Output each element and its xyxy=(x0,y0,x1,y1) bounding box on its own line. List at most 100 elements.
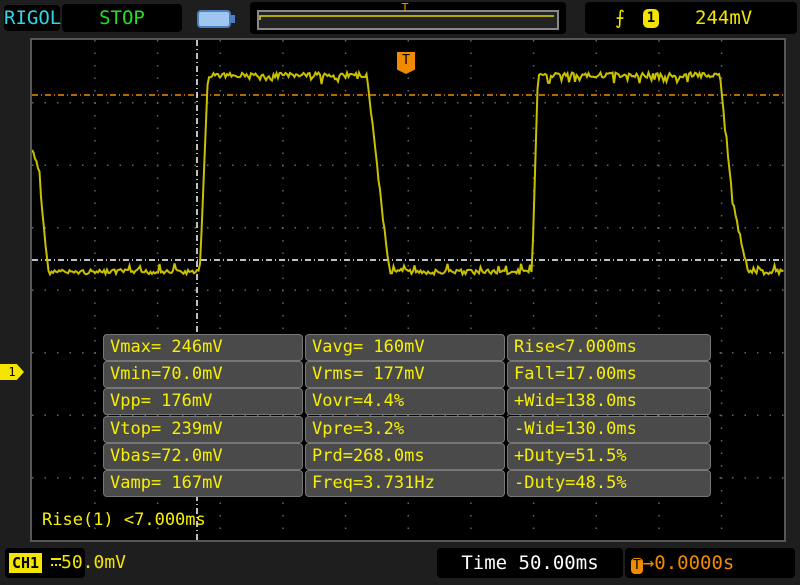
grid-dot xyxy=(344,152,347,154)
grid-dot xyxy=(457,164,459,166)
grid-dot xyxy=(519,164,521,166)
grid-dot xyxy=(407,315,409,317)
grid-dot xyxy=(658,240,660,242)
grid-dot xyxy=(519,289,521,291)
grid-dot xyxy=(720,265,723,267)
grid-dot xyxy=(319,289,321,291)
grid-dot xyxy=(82,164,84,166)
grid-dot xyxy=(720,165,723,167)
grid-dot xyxy=(219,227,221,229)
grid-dot xyxy=(595,140,597,142)
grid-dot xyxy=(719,477,721,479)
grid-dot xyxy=(156,315,159,317)
grid-dot xyxy=(720,227,723,229)
grid-dot xyxy=(57,352,59,354)
grid-dot xyxy=(595,90,597,92)
grid-dot xyxy=(532,414,534,416)
grid-dot xyxy=(469,164,471,166)
grid-dot xyxy=(658,502,660,504)
grid-dot xyxy=(595,327,597,329)
grid-dot xyxy=(219,164,221,166)
grid-dot xyxy=(707,102,709,104)
grid-dot xyxy=(682,414,684,416)
grid-dot xyxy=(82,227,84,229)
grid-dot xyxy=(94,40,96,42)
run-status[interactable]: STOP xyxy=(62,4,182,32)
trigger-position-marker[interactable]: T xyxy=(397,52,415,74)
grid-dot xyxy=(307,102,309,104)
timebase[interactable]: Time 50.00ms xyxy=(437,548,623,578)
grid-dot xyxy=(644,289,646,291)
grid-dot xyxy=(658,515,660,517)
grid-dot xyxy=(282,502,284,504)
grid-dot xyxy=(94,352,96,354)
grid-dot xyxy=(107,414,109,416)
grid-dot xyxy=(156,90,159,92)
grid-dot xyxy=(94,427,96,429)
measurement-value: +Wid=138.0ms xyxy=(507,388,711,416)
grid-dot xyxy=(219,265,221,267)
grid-dot xyxy=(720,140,723,142)
measurement-value: Vpp= 176mV xyxy=(103,388,303,416)
grid-dot xyxy=(594,227,596,229)
grid-dot xyxy=(94,102,96,104)
grid-dot xyxy=(707,414,709,416)
grid-dot xyxy=(407,127,409,129)
grid-dot xyxy=(757,352,759,354)
grid-dot xyxy=(69,289,71,291)
grid-dot xyxy=(469,289,471,291)
grid-dot xyxy=(644,414,646,416)
grid-dot xyxy=(720,440,723,442)
trigger-offset[interactable]: T →0.0000s xyxy=(625,548,795,578)
grid-dot xyxy=(595,240,597,242)
measurement-value: -Duty=48.5% xyxy=(507,469,711,497)
grid-dot xyxy=(507,102,509,104)
grid-dot xyxy=(282,115,284,117)
grid-dot xyxy=(369,227,371,229)
grid-dot xyxy=(407,90,409,92)
grid-dot xyxy=(232,102,234,104)
grid-dot xyxy=(607,102,609,104)
grid-dot xyxy=(282,265,284,267)
trigger-settings[interactable]: ⨍ 1 244mV xyxy=(585,2,797,34)
grid-dot xyxy=(694,102,696,104)
grid-dot xyxy=(332,164,334,166)
grid-dot xyxy=(94,190,96,192)
grid-dot xyxy=(307,289,309,291)
grid-dot xyxy=(219,140,221,142)
grid-dot xyxy=(344,65,347,67)
grid-dot xyxy=(720,102,723,104)
grid-dot xyxy=(282,414,284,416)
grid-dot xyxy=(282,177,284,179)
channel1-marker[interactable]: 1 xyxy=(0,364,24,380)
grid-dot xyxy=(382,289,384,291)
grid-dot xyxy=(394,414,396,416)
grid-dot xyxy=(658,302,660,304)
grid-dot xyxy=(658,90,660,92)
grid-dot xyxy=(557,289,559,291)
grid-dot xyxy=(407,277,409,279)
channel1-scale[interactable]: CH1 50.0mV xyxy=(5,548,126,578)
grid-dot xyxy=(156,152,159,154)
grid-dot xyxy=(594,414,596,416)
grid-dot xyxy=(57,102,59,104)
grid-dot xyxy=(470,277,472,279)
grid-dot xyxy=(444,289,446,291)
grid-dot xyxy=(632,164,634,166)
grid-dot xyxy=(720,465,723,467)
grid-dot xyxy=(94,164,96,166)
grid-dot xyxy=(744,414,746,416)
grid-dot xyxy=(720,240,723,242)
grid-dot xyxy=(644,227,646,229)
memory-overview[interactable]: T xyxy=(250,1,566,34)
grid-dot xyxy=(658,152,660,154)
grid-dot xyxy=(332,227,334,229)
grid-dot xyxy=(332,102,334,104)
grid-dot xyxy=(82,477,84,479)
grid-dot xyxy=(757,102,759,104)
grid-dot xyxy=(332,289,334,291)
grid-dot xyxy=(532,252,535,254)
grid-dot xyxy=(607,414,609,416)
grid-dot xyxy=(94,252,96,254)
grid-dot xyxy=(244,414,246,416)
